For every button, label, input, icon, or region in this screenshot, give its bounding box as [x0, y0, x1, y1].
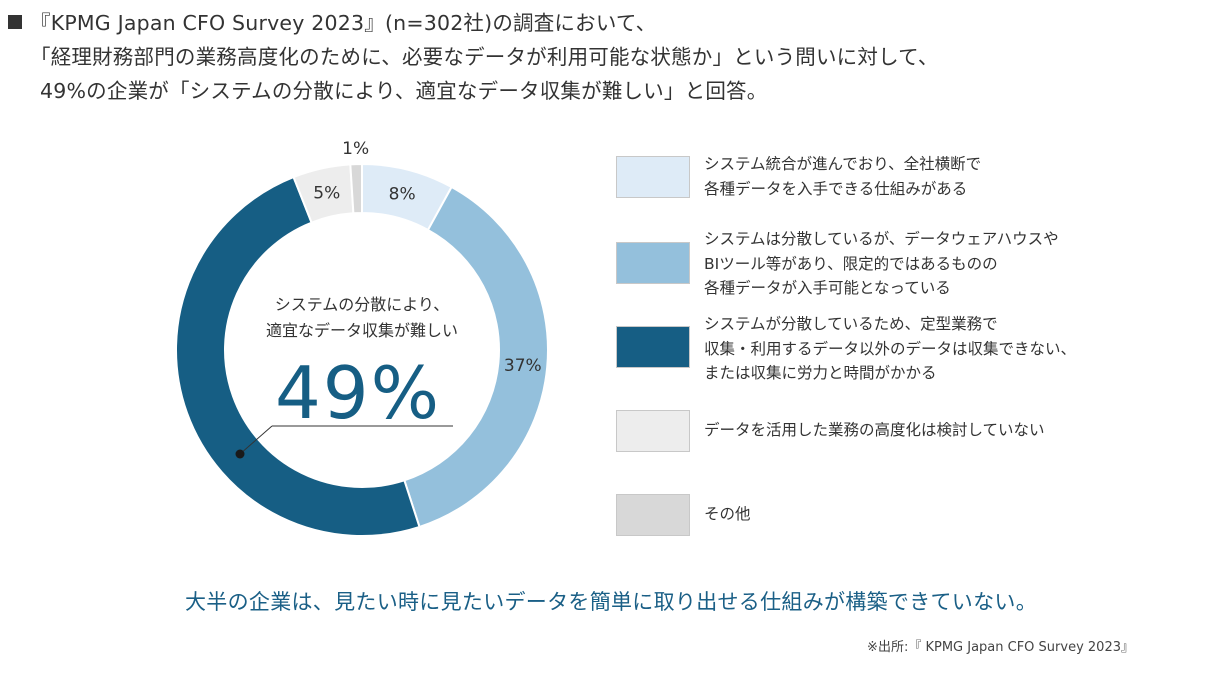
- legend-label: システムは分散しているが、データウェアハウスや BIツール等があり、限定的ではあ…: [704, 230, 1059, 297]
- center-text-line-2: 適宜なデータ収集が難しい: [266, 321, 458, 340]
- callout-dot: [235, 449, 245, 459]
- donut-slice: [349, 162, 363, 215]
- center-text-line-1: システムの分散により、: [275, 295, 450, 314]
- donut-slices: [175, 162, 549, 537]
- conclusion-text: 大半の企業は、見たい時に見たいデータを簡単に取り出せる仕組みが構築できていない。: [185, 590, 1037, 614]
- donut-slice: [403, 185, 549, 529]
- legend-label: システムが分散しているため、定型業務で 収集・利用するデータ以外のデータは収集で…: [704, 315, 1077, 382]
- legend-swatch: [616, 156, 690, 198]
- slice-value-label: 37%: [504, 356, 542, 376]
- center-value: 49%: [275, 351, 441, 435]
- header-text-1: 『KPMG Japan CFO Survey 2023』(n=302社)の調査に…: [30, 11, 657, 35]
- header-line-1: 『KPMG Japan CFO Survey 2023』(n=302社)の調査に…: [8, 6, 1218, 40]
- legend-swatch: [616, 494, 690, 536]
- header-line-3: 49%の企業が「システムの分散により、適宜なデータ収集が難しい」と回答。: [40, 79, 768, 103]
- source-note: ※出所:『 KPMG Japan CFO Survey 2023』: [867, 640, 1134, 655]
- header-line-2: 「経理財務部門の業務高度化のために、必要なデータが利用可能な状態か」という問いに…: [30, 45, 939, 69]
- donut-slice: [175, 175, 421, 537]
- legend-label: システム統合が進んでおり、全社横断で 各種データを入手できる仕組みがある: [704, 155, 982, 198]
- legend-swatch: [616, 242, 690, 284]
- callout-line-diagonal: [239, 425, 273, 455]
- donut-chart: 8% 37% 5% 1% システムの分散により、 適宜なデータ収集が難しい 49%: [175, 139, 549, 537]
- legend-label: その他: [704, 505, 751, 523]
- slice-value-label: 1%: [342, 139, 369, 159]
- legend-swatch: [616, 326, 690, 368]
- legend-label: データを活用した業務の高度化は検討していない: [704, 421, 1045, 439]
- slice-value-label: 5%: [313, 183, 340, 203]
- slice-labels: 8% 37% 5% 1%: [313, 139, 541, 376]
- slice-value-label: 8%: [389, 185, 416, 205]
- header: 『KPMG Japan CFO Survey 2023』(n=302社)の調査に…: [8, 6, 1218, 108]
- square-bullet-icon: [8, 15, 22, 29]
- legend-swatch: [616, 410, 690, 452]
